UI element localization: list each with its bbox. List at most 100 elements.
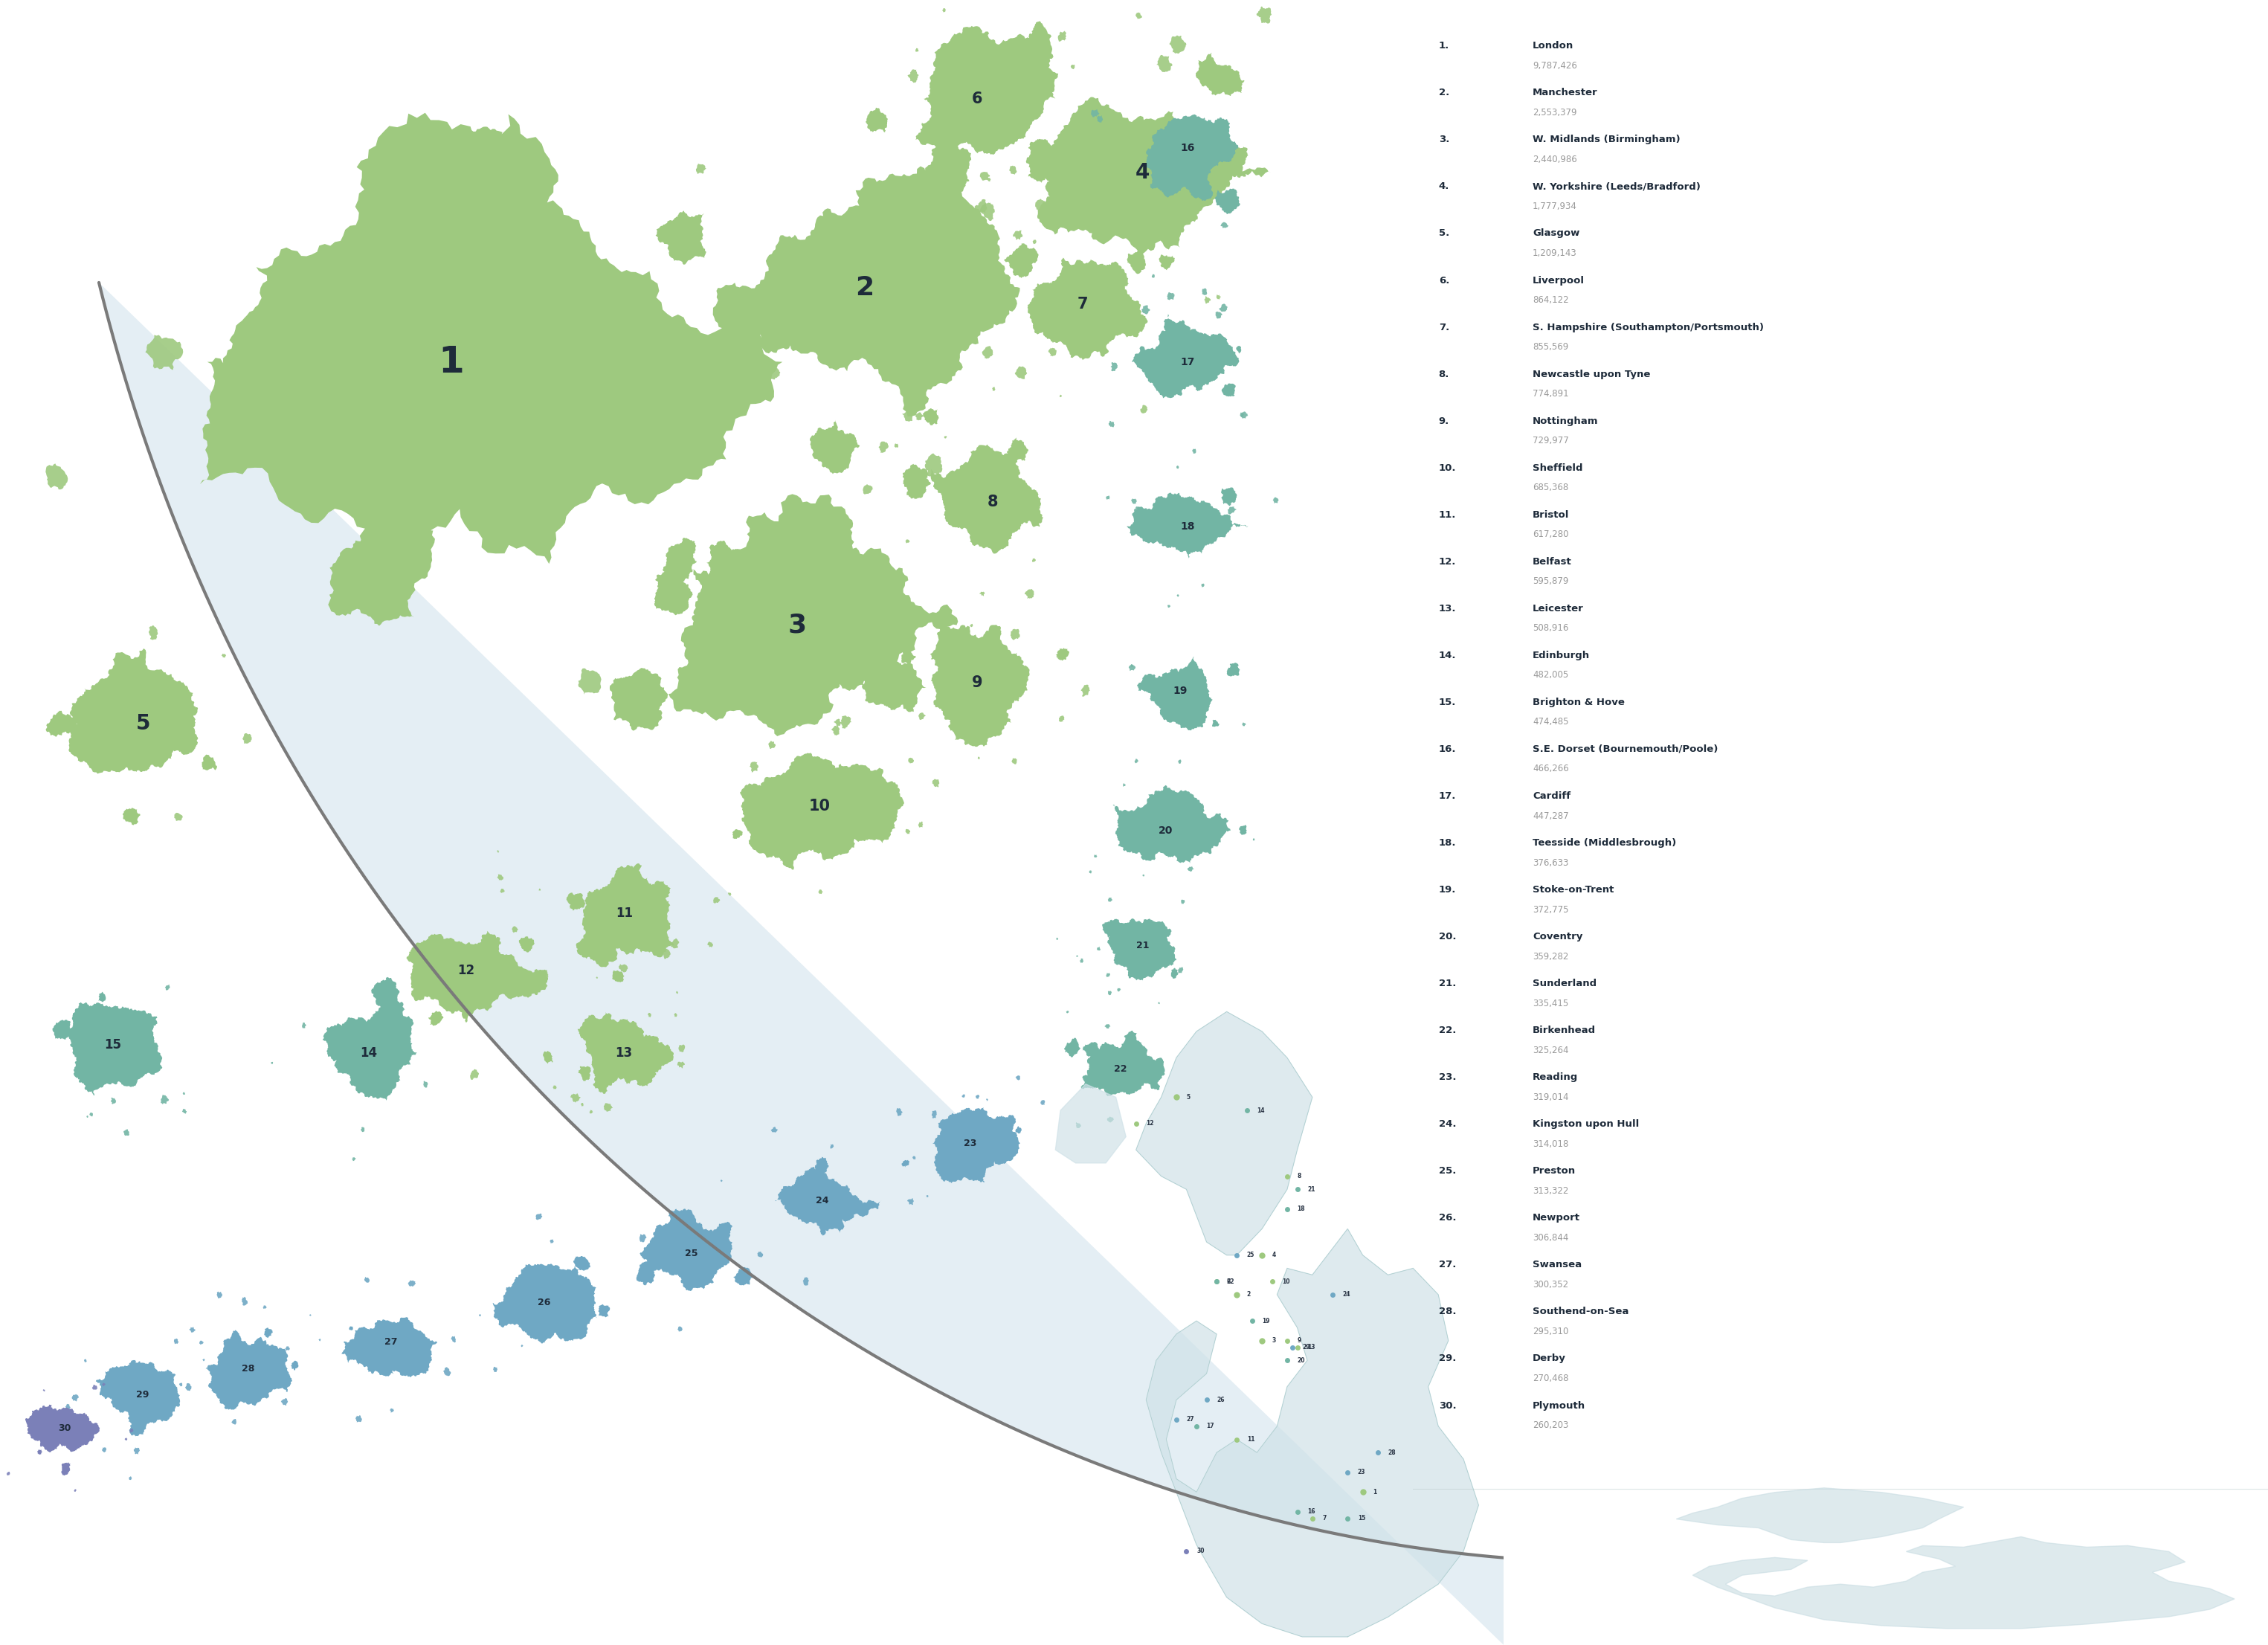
Polygon shape bbox=[1127, 250, 1145, 275]
Polygon shape bbox=[708, 541, 742, 586]
Text: 9.: 9. bbox=[1438, 416, 1449, 426]
Polygon shape bbox=[653, 569, 692, 615]
Polygon shape bbox=[1080, 959, 1084, 962]
Text: 313,322: 313,322 bbox=[1533, 1186, 1569, 1196]
Text: Liverpool: Liverpool bbox=[1533, 275, 1585, 285]
Polygon shape bbox=[1216, 824, 1222, 831]
Text: 4: 4 bbox=[1136, 163, 1150, 183]
Polygon shape bbox=[1129, 665, 1134, 666]
Polygon shape bbox=[733, 1267, 753, 1285]
Polygon shape bbox=[841, 716, 850, 729]
Text: Reading: Reading bbox=[1533, 1073, 1579, 1082]
Text: Birkenhead: Birkenhead bbox=[1533, 1026, 1597, 1035]
Text: 19: 19 bbox=[1261, 1318, 1270, 1324]
Polygon shape bbox=[1145, 114, 1238, 199]
Polygon shape bbox=[907, 1198, 914, 1204]
Polygon shape bbox=[1227, 663, 1241, 676]
Polygon shape bbox=[728, 892, 730, 897]
Polygon shape bbox=[361, 1127, 365, 1132]
Polygon shape bbox=[574, 1257, 590, 1272]
Text: 1: 1 bbox=[438, 344, 465, 380]
Polygon shape bbox=[919, 712, 925, 721]
Polygon shape bbox=[769, 367, 780, 380]
Polygon shape bbox=[1222, 489, 1236, 507]
Polygon shape bbox=[1220, 222, 1229, 229]
Polygon shape bbox=[1123, 783, 1125, 786]
Polygon shape bbox=[7, 1472, 9, 1476]
Polygon shape bbox=[1163, 372, 1173, 382]
Polygon shape bbox=[352, 1158, 356, 1161]
Polygon shape bbox=[175, 813, 184, 821]
Polygon shape bbox=[186, 1383, 193, 1390]
Text: 8.: 8. bbox=[1438, 370, 1449, 378]
Polygon shape bbox=[1216, 311, 1222, 319]
Polygon shape bbox=[771, 1127, 778, 1133]
Polygon shape bbox=[1136, 1012, 1313, 1255]
Text: 2: 2 bbox=[855, 275, 873, 301]
Polygon shape bbox=[762, 814, 776, 829]
Polygon shape bbox=[422, 1081, 429, 1087]
Polygon shape bbox=[669, 494, 957, 737]
Polygon shape bbox=[640, 1209, 733, 1291]
Polygon shape bbox=[866, 107, 887, 132]
Text: 9,787,426: 9,787,426 bbox=[1533, 61, 1576, 71]
Polygon shape bbox=[243, 1296, 247, 1306]
Text: 18: 18 bbox=[1297, 1206, 1304, 1212]
Text: 3.: 3. bbox=[1438, 135, 1449, 145]
Polygon shape bbox=[1211, 721, 1220, 727]
Polygon shape bbox=[390, 1408, 395, 1413]
Text: 4: 4 bbox=[1272, 1252, 1277, 1258]
Text: 2,440,986: 2,440,986 bbox=[1533, 155, 1576, 164]
Text: 11: 11 bbox=[1247, 1436, 1254, 1443]
Polygon shape bbox=[1188, 329, 1195, 337]
Polygon shape bbox=[122, 808, 141, 826]
Polygon shape bbox=[1676, 1487, 1964, 1543]
Text: 474,485: 474,485 bbox=[1533, 717, 1569, 727]
Polygon shape bbox=[1134, 507, 1141, 513]
Polygon shape bbox=[1136, 656, 1213, 730]
Polygon shape bbox=[978, 757, 980, 760]
Polygon shape bbox=[501, 888, 506, 893]
Polygon shape bbox=[1182, 900, 1184, 903]
Polygon shape bbox=[862, 656, 925, 712]
Polygon shape bbox=[542, 1051, 553, 1064]
Polygon shape bbox=[1105, 918, 1177, 982]
Text: 5: 5 bbox=[1186, 1094, 1191, 1101]
Polygon shape bbox=[181, 1092, 186, 1096]
Polygon shape bbox=[1145, 1229, 1479, 1637]
Text: 12.: 12. bbox=[1438, 556, 1456, 566]
Polygon shape bbox=[610, 668, 667, 730]
Text: 13.: 13. bbox=[1438, 604, 1456, 614]
Polygon shape bbox=[109, 1377, 116, 1385]
Polygon shape bbox=[376, 1357, 395, 1375]
Polygon shape bbox=[980, 592, 984, 595]
Polygon shape bbox=[1118, 989, 1120, 992]
Polygon shape bbox=[492, 1367, 497, 1372]
Polygon shape bbox=[25, 1405, 100, 1453]
Polygon shape bbox=[1241, 411, 1247, 419]
Polygon shape bbox=[98, 992, 107, 1002]
Polygon shape bbox=[739, 753, 905, 870]
Polygon shape bbox=[900, 648, 916, 665]
Text: 14: 14 bbox=[1256, 1107, 1266, 1114]
Polygon shape bbox=[1036, 97, 1270, 253]
Text: 729,977: 729,977 bbox=[1533, 436, 1569, 446]
Polygon shape bbox=[708, 941, 712, 948]
Polygon shape bbox=[769, 740, 776, 748]
Text: Coventry: Coventry bbox=[1533, 931, 1583, 941]
Text: 16.: 16. bbox=[1438, 744, 1456, 753]
Polygon shape bbox=[903, 408, 916, 421]
Text: Manchester: Manchester bbox=[1533, 89, 1599, 97]
Text: 6: 6 bbox=[1227, 1278, 1232, 1285]
Polygon shape bbox=[150, 625, 159, 640]
Polygon shape bbox=[451, 1336, 456, 1342]
Text: Sunderland: Sunderland bbox=[1533, 979, 1597, 989]
Text: 10: 10 bbox=[810, 798, 830, 814]
Polygon shape bbox=[590, 1110, 592, 1114]
Text: 29: 29 bbox=[1302, 1344, 1311, 1351]
Polygon shape bbox=[166, 984, 170, 990]
Text: 21: 21 bbox=[1306, 1186, 1315, 1193]
Polygon shape bbox=[1157, 54, 1173, 72]
Polygon shape bbox=[84, 1359, 86, 1362]
Text: 7: 7 bbox=[1322, 1515, 1327, 1522]
